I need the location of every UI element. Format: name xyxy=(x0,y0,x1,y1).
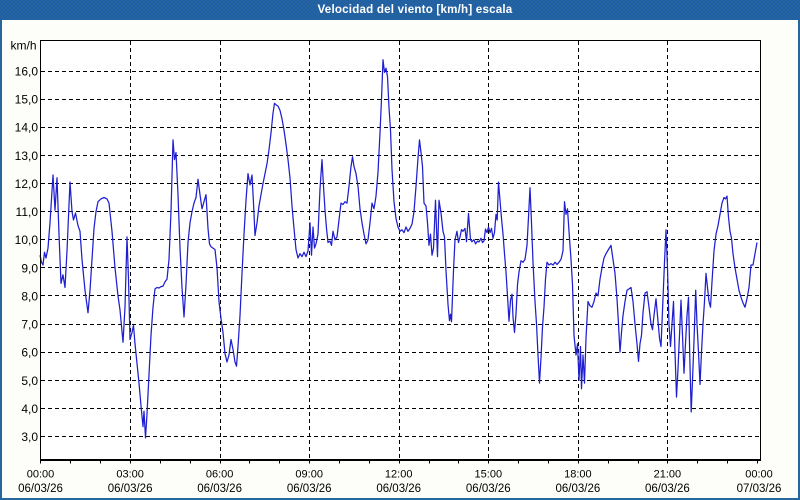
svg-text:6,0: 6,0 xyxy=(21,346,38,360)
svg-text:06/03/26: 06/03/26 xyxy=(645,483,690,495)
svg-text:13,0: 13,0 xyxy=(15,149,39,163)
svg-text:00:00: 00:00 xyxy=(745,469,773,481)
svg-text:8,0: 8,0 xyxy=(21,289,38,303)
svg-text:14,0: 14,0 xyxy=(15,121,39,135)
svg-text:06/03/26: 06/03/26 xyxy=(287,483,332,495)
svg-text:06/03/26: 06/03/26 xyxy=(376,483,421,495)
svg-text:03:00: 03:00 xyxy=(116,469,144,481)
svg-text:10,0: 10,0 xyxy=(15,233,39,247)
svg-text:7,0: 7,0 xyxy=(21,318,38,332)
svg-text:06:00: 06:00 xyxy=(206,469,234,481)
svg-text:06/03/26: 06/03/26 xyxy=(556,483,601,495)
svg-text:18:00: 18:00 xyxy=(564,469,592,481)
svg-text:15:00: 15:00 xyxy=(475,469,503,481)
svg-text:12,0: 12,0 xyxy=(15,177,39,191)
svg-text:07/03/26: 07/03/26 xyxy=(737,483,782,495)
svg-text:9,0: 9,0 xyxy=(21,261,38,275)
svg-text:4,0: 4,0 xyxy=(21,402,38,416)
svg-text:06/03/26: 06/03/26 xyxy=(108,483,153,495)
svg-text:21:00: 21:00 xyxy=(654,469,682,481)
svg-text:5,0: 5,0 xyxy=(21,374,38,388)
svg-text:06/03/26: 06/03/26 xyxy=(466,483,511,495)
svg-text:3,0: 3,0 xyxy=(21,430,38,444)
svg-text:km/h: km/h xyxy=(10,39,36,53)
svg-text:15,0: 15,0 xyxy=(15,93,39,107)
svg-text:16,0: 16,0 xyxy=(15,65,39,79)
svg-text:00:00: 00:00 xyxy=(27,469,55,481)
svg-text:09:00: 09:00 xyxy=(295,469,323,481)
svg-text:06/03/26: 06/03/26 xyxy=(197,483,242,495)
svg-text:11,0: 11,0 xyxy=(16,205,39,219)
svg-text:12:00: 12:00 xyxy=(385,469,413,481)
svg-text:06/03/26: 06/03/26 xyxy=(18,483,63,495)
